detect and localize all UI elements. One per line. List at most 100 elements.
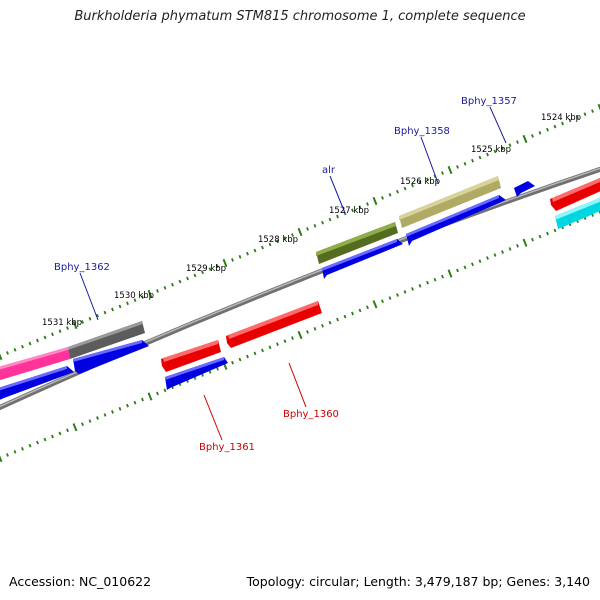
gene-feature-magenta[interactable] [0, 347, 70, 381]
cds-forward[interactable] [406, 195, 506, 246]
leader-bphy1357 [489, 106, 507, 144]
ruler-tick [403, 186, 407, 191]
ruler-tick [351, 208, 354, 213]
cds-forward[interactable] [73, 340, 149, 374]
leader-bphy1362 [79, 272, 99, 321]
ruler-tick [351, 311, 354, 316]
ruler-tick [13, 347, 17, 352]
ruler-tick [253, 351, 257, 356]
ruler-tick [28, 341, 32, 346]
ruler-tick [576, 115, 579, 120]
cds-forward[interactable] [322, 239, 403, 279]
ruler-tick [261, 348, 264, 353]
ruler-tick [447, 165, 453, 175]
ruler-tick [447, 269, 453, 278]
ruler-tick [597, 103, 600, 111]
ruler-tick [291, 233, 294, 237]
gene-feature-gray-top [68, 321, 143, 350]
ruler-tick [72, 320, 78, 330]
ruler-tick [276, 239, 279, 244]
gene-label-bphy1358[interactable]: Bphy_1358 [394, 126, 450, 137]
ruler-tick [43, 335, 47, 340]
ruler-tick [222, 258, 228, 268]
ruler-tick [283, 339, 287, 343]
ruler-tick [43, 437, 47, 442]
gene-feature-gray[interactable] [68, 321, 145, 359]
forward-cds-track [0, 181, 535, 401]
gene-label-bphy1357[interactable]: Bphy_1357 [461, 96, 517, 107]
ruler-tick [51, 434, 54, 439]
ruler-tick [51, 332, 54, 337]
cds-forward[interactable] [0, 366, 74, 401]
ruler-tick [522, 238, 528, 247]
gene-label-alr[interactable]: alr [322, 165, 336, 176]
gene-label-bphy1360[interactable]: Bphy_1360 [283, 409, 339, 420]
ruler-tick [501, 146, 504, 151]
ruler-tick [36, 440, 39, 445]
ruler-tick [388, 296, 392, 300]
cds-reverse[interactable] [226, 301, 322, 348]
ruler-tick [261, 245, 264, 250]
gene-label-bphy1362[interactable]: Bphy_1362 [54, 262, 110, 273]
ruler-tick [291, 336, 294, 340]
cds-forward-top [165, 357, 224, 380]
cds-reverse-top [163, 340, 218, 362]
cds-forward[interactable] [514, 181, 535, 197]
ruler-tick [358, 205, 362, 210]
ruler-tick [0, 455, 3, 463]
ruler-tick [126, 301, 129, 306]
ruler-tick [396, 293, 399, 297]
cds-forward-top [73, 340, 142, 362]
ruler-tick [441, 274, 444, 279]
cds-forward[interactable] [165, 357, 228, 390]
ruler-tick [522, 134, 528, 144]
ruler-tick [0, 353, 3, 361]
ruler-tick [268, 345, 272, 350]
ruler-tick [283, 236, 287, 241]
ruler-tick [396, 189, 399, 194]
ruler-tick [538, 130, 542, 135]
ruler-tick [306, 330, 309, 334]
ruler-tick [103, 310, 107, 315]
ruler-tick [163, 388, 167, 393]
gene-labels: Bphy_1357 Bphy_1358 alr Bphy_1362 Bphy_1… [54, 96, 517, 453]
ruler-tick [456, 165, 459, 169]
genome-summary-text: Topology: circular; Length: 3,479,187 bp… [246, 574, 590, 589]
gene-label-bphy1361[interactable]: Bphy_1361 [199, 442, 255, 453]
scale-label: 1531 kbp [42, 318, 82, 328]
ruler-tick [343, 314, 347, 319]
ruler-tick [583, 112, 587, 117]
ruler-tick [297, 227, 303, 237]
ruler-tick [426, 280, 429, 285]
ruler-tick [96, 416, 99, 420]
ruler-tick [88, 316, 92, 321]
ruler-tick [486, 256, 489, 260]
cds-forward-top [0, 366, 67, 391]
ruler-tick [163, 285, 167, 290]
ruler-tick [58, 431, 62, 436]
ruler-tick [306, 227, 309, 231]
ruler-tick [246, 251, 249, 256]
ruler-tick [111, 410, 114, 414]
ruler-tick [553, 124, 557, 129]
gene-track [0, 176, 501, 381]
ruler-tick [366, 305, 369, 310]
ruler-tick [538, 234, 542, 239]
ruler-tick [546, 231, 549, 236]
leader-bphy1360 [288, 362, 307, 408]
ruler-tick [418, 180, 422, 185]
ruler-tick [328, 320, 332, 325]
reverse-cds-track [161, 178, 600, 372]
leader-bphy1358 [420, 136, 439, 184]
ruler-tick [186, 276, 189, 281]
scale-labels: 1531 kbp 1530 kbp 1529 kbp 1528 kbp 1527… [42, 113, 581, 328]
gene-feature-bphy1358-top [399, 176, 499, 220]
ruler-tick [208, 267, 212, 272]
ruler-tick [381, 299, 384, 304]
ruler-tick [201, 270, 204, 275]
ruler-tick [238, 357, 242, 362]
ruler-tick [21, 446, 24, 451]
scale-label: 1524 kbp [541, 113, 581, 123]
ruler-tick [28, 443, 32, 448]
